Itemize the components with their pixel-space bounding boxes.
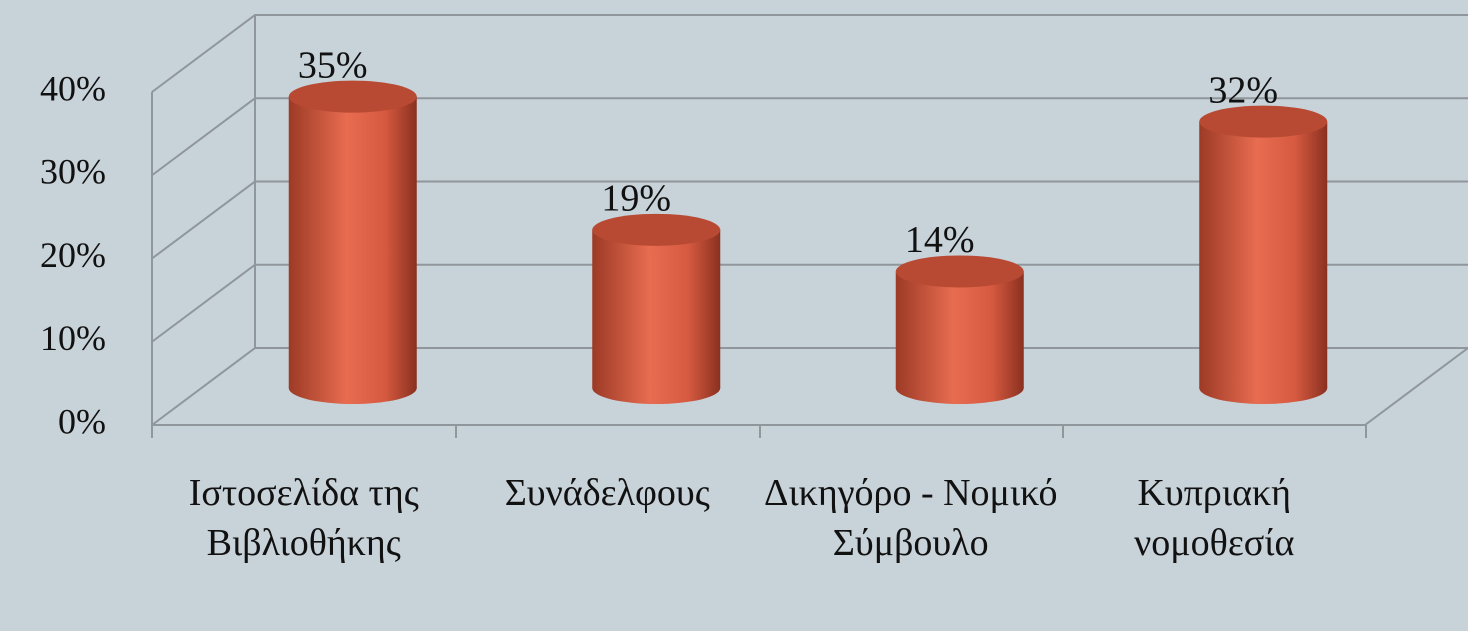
grid-line	[151, 180, 1468, 260]
bar-body	[592, 229, 721, 388]
bar-body	[1199, 121, 1328, 388]
grid-line	[151, 97, 1468, 177]
grid-line	[151, 14, 1468, 93]
bar	[592, 213, 721, 404]
data-label: 14%	[905, 219, 975, 261]
bar-top	[895, 255, 1024, 288]
y-tick-label: 20%	[40, 235, 106, 275]
x-tick-label: Δικηγόρο - Νομικό Σύμβουλο	[764, 472, 1058, 564]
bar-top	[592, 213, 721, 246]
y-tick-label: 40%	[40, 68, 106, 108]
data-label: 19%	[601, 178, 671, 220]
grid-line	[151, 347, 1468, 426]
data-label: 32%	[1208, 69, 1278, 111]
data-label: 35%	[298, 44, 368, 86]
bar-top	[288, 80, 417, 113]
bar	[1199, 105, 1328, 404]
bar-body	[895, 271, 1024, 388]
floor-right	[1364, 347, 1468, 426]
bar	[288, 80, 417, 404]
bar-top	[1199, 105, 1328, 138]
bar-body	[288, 96, 417, 388]
category-ticks	[151, 425, 1367, 438]
x-tick-label: Ιστοσελίδα της Βιβλιοθήκης	[188, 472, 419, 564]
x-tick-label: Κυπριακή νομοθεσία	[1134, 472, 1295, 564]
x-tick-label: Συνάδελφους	[504, 472, 710, 514]
y-tick-label: 30%	[40, 152, 106, 192]
y-tick-label: 10%	[40, 318, 106, 358]
bar	[895, 255, 1024, 404]
y-tick-label: 0%	[58, 401, 106, 441]
grid-line	[151, 263, 1468, 343]
